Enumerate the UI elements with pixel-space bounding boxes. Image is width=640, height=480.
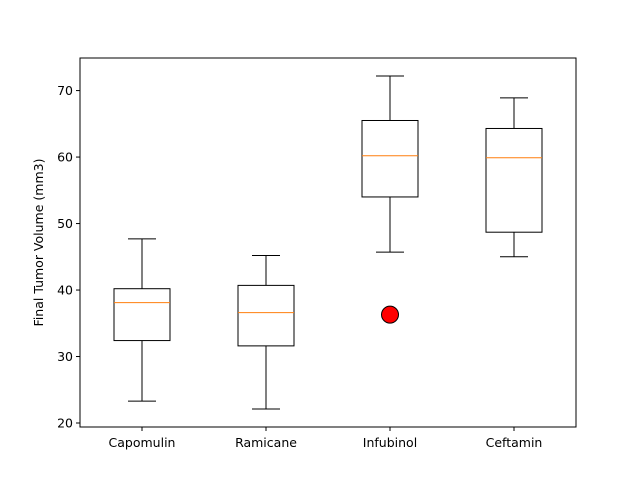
y-tick-label: 50 [57, 216, 73, 231]
x-tick-label: Capomulin [109, 435, 176, 450]
y-tick-label: 70 [57, 83, 73, 98]
box-ceftamin [485, 97, 543, 258]
box-capomulin [113, 238, 171, 402]
x-tick-label: Ceftamin [486, 435, 543, 450]
iqr-box [485, 127, 543, 233]
y-tick-label: 40 [57, 283, 73, 298]
y-axis: 20 30 40 50 60 70 [57, 83, 80, 431]
x-tick-label: Ramicane [235, 435, 297, 450]
y-tick-label: 30 [57, 349, 73, 364]
iqr-box [237, 284, 295, 347]
y-tick-label: 20 [57, 416, 73, 431]
iqr-box [113, 288, 171, 342]
box-infubinol [361, 75, 419, 324]
iqr-box [361, 119, 419, 198]
boxes-layer [113, 75, 543, 410]
outlier-point [381, 305, 399, 324]
y-tick-label: 60 [57, 150, 73, 165]
plot-frame [79, 57, 577, 428]
box-ramicane [237, 254, 295, 410]
y-axis-label: Final Tumor Volume (mm3) [31, 159, 46, 327]
x-tick-label: Infubinol [363, 435, 417, 450]
x-axis: Capomulin Ramicane Infubinol Ceftamin [109, 427, 543, 450]
